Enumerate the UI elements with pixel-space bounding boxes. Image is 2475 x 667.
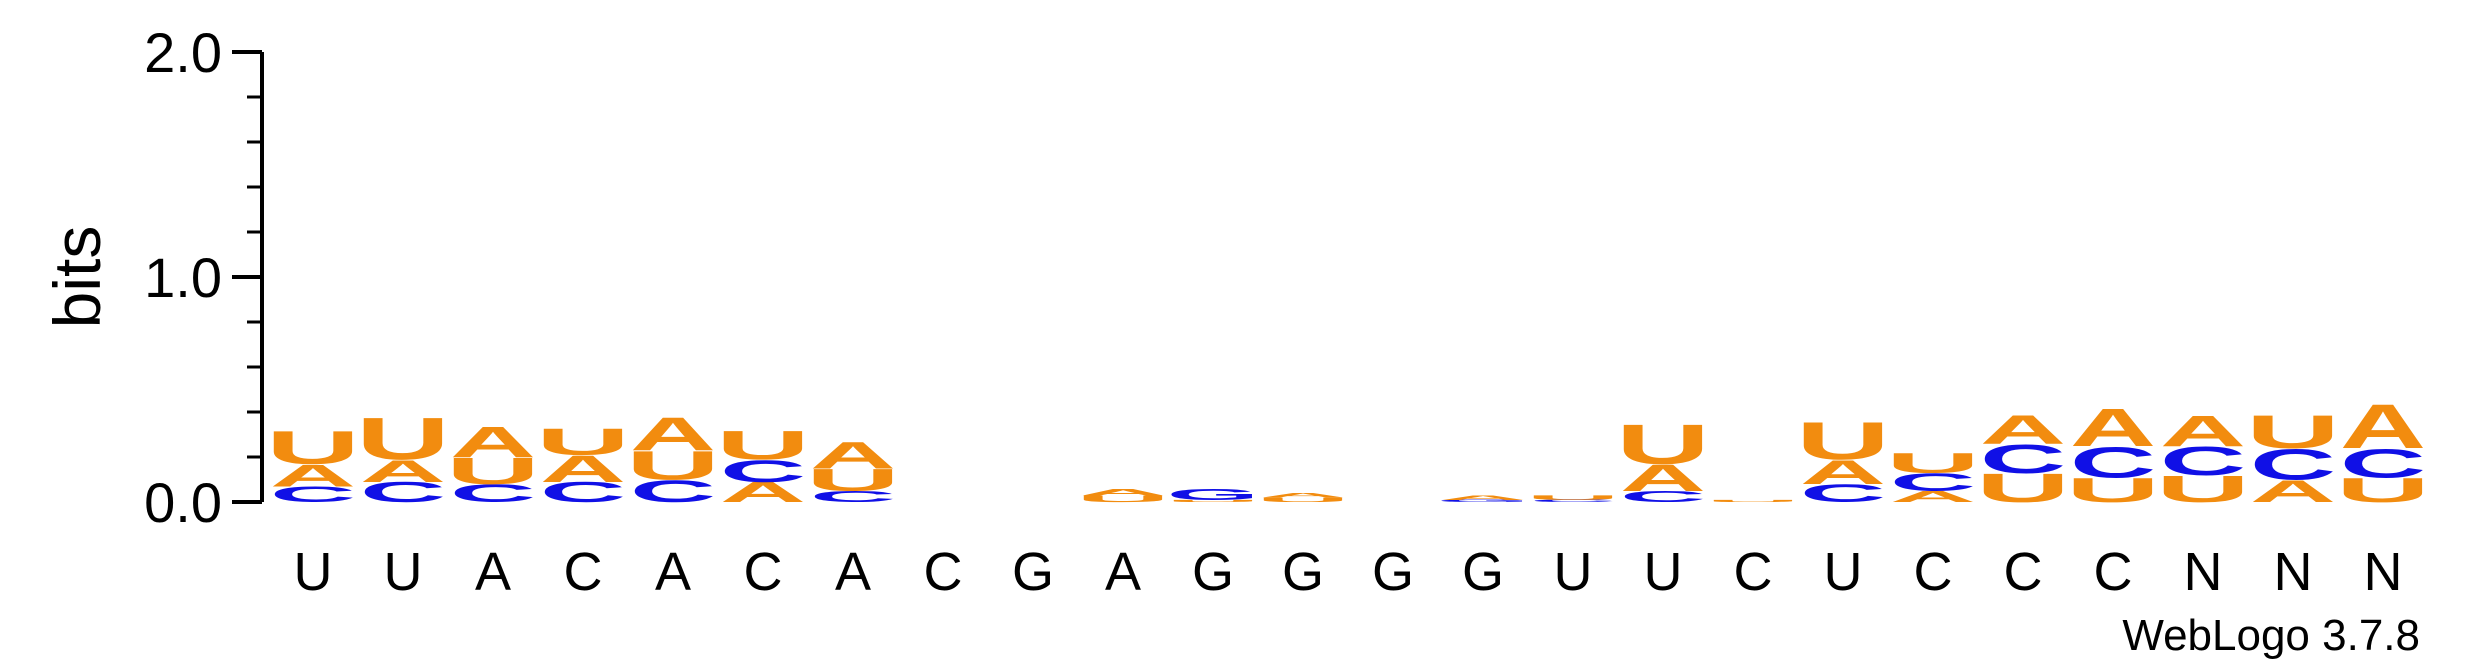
position-label: A: [655, 542, 691, 602]
position-label: N: [2184, 542, 2223, 602]
logo-glyph: U: [1886, 447, 1980, 478]
position-label: C: [1914, 542, 1953, 602]
logo-glyph: C: [1980, 436, 2066, 482]
logo-glyph: U: [1076, 493, 1170, 504]
logo-glyph: U: [536, 421, 630, 463]
logo-glyph: C: [2250, 440, 2336, 489]
logo-glyph: C: [810, 488, 896, 506]
position-label: G: [1372, 542, 1414, 602]
logo-glyph: A: [1980, 406, 2066, 452]
logo-glyph: G: [1437, 499, 1530, 502]
logo-glyph: C: [540, 477, 626, 509]
y-tick-label: 1.0: [144, 246, 222, 309]
logo-glyph: U: [1706, 499, 1800, 503]
logo-glyph: C: [270, 482, 356, 507]
logo-glyph: C: [1800, 480, 1886, 508]
logo-glyph: A: [1800, 453, 1886, 492]
position-label: A: [475, 542, 511, 602]
position-label: U: [1554, 542, 1593, 602]
position-label: C: [2004, 542, 2043, 602]
position-label: A: [835, 542, 871, 602]
logo-glyph: C: [1620, 488, 1706, 506]
logo-glyph: U: [626, 443, 720, 488]
position-label: U: [294, 542, 333, 602]
logo-glyph: A: [450, 418, 536, 467]
y-tick-label: 0.0: [144, 471, 222, 534]
position-label: C: [924, 542, 963, 602]
logo-glyph: U: [266, 421, 360, 474]
position-label: G: [1282, 542, 1324, 602]
position-label: U: [1824, 542, 1863, 602]
logo-glyph: C: [1890, 468, 1976, 496]
y-axis: 0.0 1.0 2.0 bits: [40, 21, 264, 534]
logo-glyph: A: [1620, 457, 1706, 499]
position-label: U: [1644, 542, 1683, 602]
position-label: G: [1012, 542, 1054, 602]
logo-glyph: C: [2160, 438, 2246, 484]
logo-glyph: A: [810, 434, 896, 476]
logo-glyph: U: [1166, 499, 1260, 503]
position-label: G: [1192, 542, 1234, 602]
position-label: A: [1105, 542, 1141, 602]
logo-glyph: U: [1616, 413, 1710, 476]
logo-glyph: U: [1526, 494, 1620, 501]
logo-glyph: U: [806, 463, 900, 498]
position-label: N: [2364, 542, 2403, 602]
position-label: N: [2274, 542, 2313, 602]
logo-glyph: U: [1256, 496, 1350, 503]
logo-glyph: U: [356, 406, 450, 473]
logo-glyph: A: [270, 458, 356, 493]
logo-glyph: A: [1440, 494, 1526, 501]
position-label: C: [564, 542, 603, 602]
y-tick-label: 2.0: [144, 21, 222, 84]
logo-glyph: G: [1167, 486, 1260, 504]
position-label: C: [1734, 542, 1773, 602]
logo-glyph: U: [2246, 405, 2340, 458]
y-axis-title: bits: [40, 226, 114, 329]
logo-glyph: U: [446, 450, 540, 492]
logo-glyph: A: [360, 453, 446, 488]
logo-glyph: C: [450, 480, 536, 508]
weblogo-credit: WebLogo 3.7.8: [2122, 611, 2420, 660]
logo-glyph: U: [716, 423, 810, 468]
position-label: C: [744, 542, 783, 602]
logo-glyph: U: [2066, 471, 2160, 509]
logo-glyph: A: [2340, 392, 2426, 462]
logo-glyph: A: [540, 448, 626, 490]
logo-glyph: A: [1890, 488, 1976, 506]
logo-glyph: A: [720, 477, 806, 509]
logo-glyph: C: [720, 453, 806, 488]
logo-glyph: C: [1530, 499, 1616, 502]
logo-glyph: A: [2250, 474, 2336, 509]
logo-glyph: U: [2336, 471, 2430, 509]
logo-glyph: U: [1976, 466, 2070, 511]
position-label: U: [384, 542, 423, 602]
logo-glyph: A: [630, 408, 716, 460]
logo-glyph: A: [1080, 487, 1166, 498]
position-label: G: [1462, 542, 1504, 602]
y-ticks: 0.0 1.0 2.0: [144, 21, 262, 534]
logo-glyph: U: [1796, 412, 1890, 472]
logo-glyph: C: [630, 474, 716, 509]
logo-glyph: U: [2156, 468, 2250, 510]
logo-glyph: C: [360, 477, 446, 509]
logo-glyph: A: [2160, 407, 2246, 456]
logo-glyph: A: [1260, 492, 1346, 499]
logo-glyph: C: [2070, 438, 2156, 487]
logo-glyph: C: [2340, 440, 2426, 486]
position-label: C: [2094, 542, 2133, 602]
logo-glyph: A: [2070, 397, 2156, 457]
